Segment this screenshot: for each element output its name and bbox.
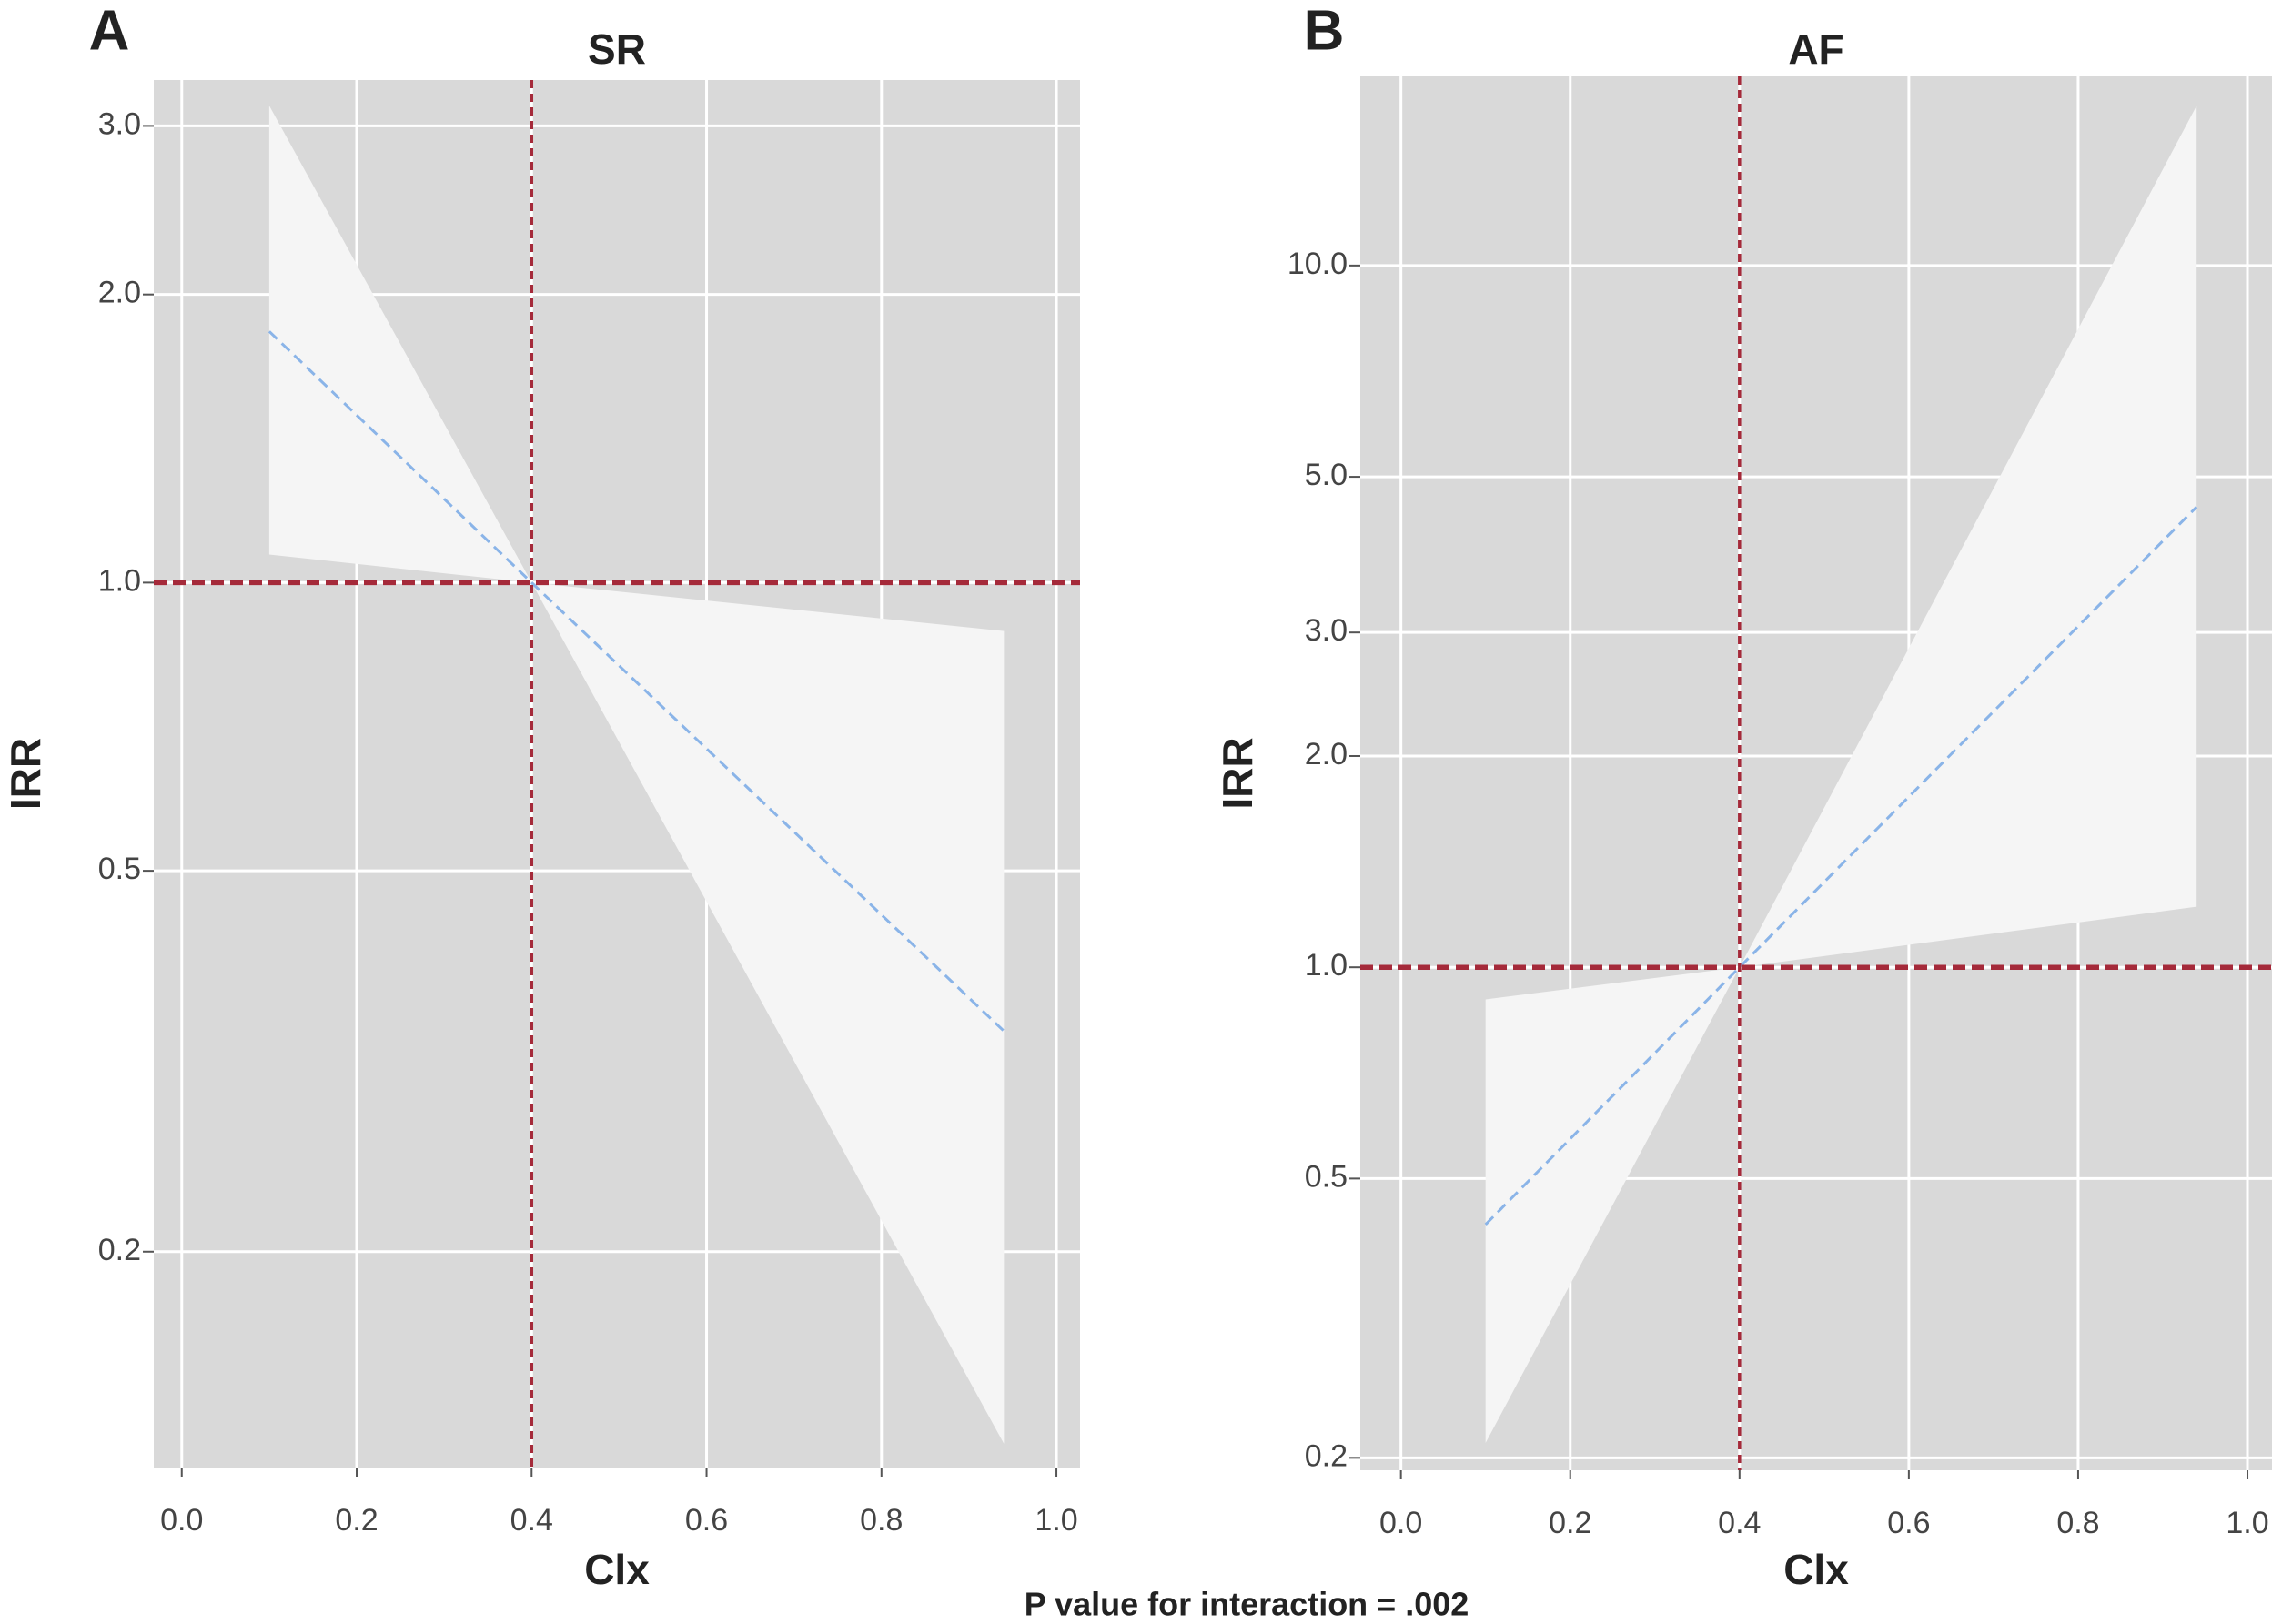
y-tick-label: 0.5 <box>98 852 141 886</box>
y-axis-label: IRR <box>1214 737 1261 809</box>
y-tick-label: 3.0 <box>1305 613 1348 648</box>
chart-title: AF <box>1788 25 1843 73</box>
x-tick-label: 0.8 <box>2056 1506 2099 1540</box>
x-tick-label: 0.0 <box>160 1503 203 1538</box>
y-tick-label: 2.0 <box>98 276 141 310</box>
y-tick-label: 1.0 <box>98 563 141 598</box>
x-tick-label: 0.2 <box>335 1503 378 1538</box>
y-tick-label: 3.0 <box>98 106 141 141</box>
caption: P value for interaction = .002 <box>1025 1586 1469 1623</box>
x-tick-label: 0.6 <box>1887 1506 1930 1540</box>
confidence-band <box>1485 106 2197 1443</box>
x-axis-label: Clx <box>1783 1546 1849 1593</box>
y-tick-label: 5.0 <box>1305 458 1348 492</box>
x-tick-label: 1.0 <box>1035 1503 1077 1538</box>
y-tick-label: 0.2 <box>98 1233 141 1267</box>
y-tick-label: 1.0 <box>1305 948 1348 983</box>
y-tick-label: 0.2 <box>1305 1438 1348 1473</box>
y-axis-label: IRR <box>2 738 49 810</box>
panel-label: A <box>89 0 130 62</box>
y-tick-label: 10.0 <box>1287 247 1348 281</box>
panel-label: B <box>1304 0 1345 62</box>
x-tick-label: 1.0 <box>2226 1506 2268 1540</box>
chart-title: SR <box>588 25 646 73</box>
x-tick-label: 0.8 <box>860 1503 903 1538</box>
x-axis-label: Clx <box>584 1546 650 1593</box>
estimate-line <box>268 330 1005 1033</box>
x-tick-label: 0.0 <box>1379 1506 1422 1540</box>
x-tick-label: 0.4 <box>1718 1506 1761 1540</box>
confidence-band <box>268 106 1005 1444</box>
x-tick-label: 0.2 <box>1549 1506 1591 1540</box>
x-tick-label: 0.4 <box>510 1503 553 1538</box>
y-tick-label: 0.5 <box>1305 1159 1348 1194</box>
y-tick-label: 2.0 <box>1305 737 1348 772</box>
x-tick-label: 0.6 <box>685 1503 728 1538</box>
